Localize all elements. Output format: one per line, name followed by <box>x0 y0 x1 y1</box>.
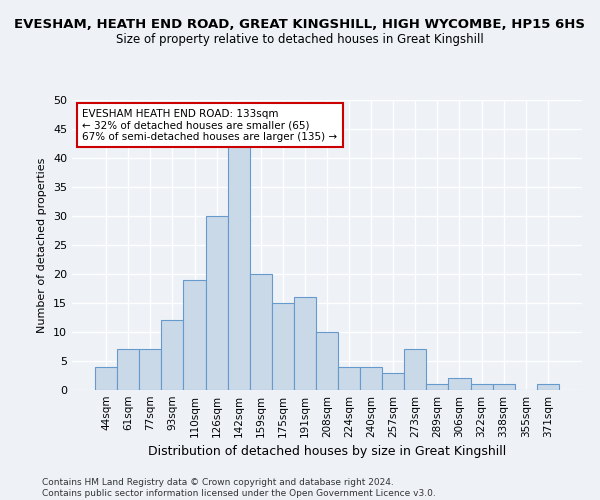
Bar <box>272 303 294 390</box>
Bar <box>139 350 161 390</box>
Bar <box>316 332 338 390</box>
Text: EVESHAM HEATH END ROAD: 133sqm
← 32% of detached houses are smaller (65)
67% of : EVESHAM HEATH END ROAD: 133sqm ← 32% of … <box>82 108 337 142</box>
Y-axis label: Number of detached properties: Number of detached properties <box>37 158 47 332</box>
Bar <box>493 384 515 390</box>
Bar <box>294 297 316 390</box>
Bar <box>382 372 404 390</box>
Bar <box>448 378 470 390</box>
X-axis label: Distribution of detached houses by size in Great Kingshill: Distribution of detached houses by size … <box>148 446 506 458</box>
Bar <box>470 384 493 390</box>
Bar <box>161 320 184 390</box>
Bar <box>117 350 139 390</box>
Text: EVESHAM, HEATH END ROAD, GREAT KINGSHILL, HIGH WYCOMBE, HP15 6HS: EVESHAM, HEATH END ROAD, GREAT KINGSHILL… <box>14 18 586 30</box>
Bar <box>360 367 382 390</box>
Text: Size of property relative to detached houses in Great Kingshill: Size of property relative to detached ho… <box>116 32 484 46</box>
Bar <box>95 367 117 390</box>
Bar <box>184 280 206 390</box>
Bar <box>206 216 227 390</box>
Bar <box>338 367 360 390</box>
Bar <box>227 146 250 390</box>
Bar <box>404 350 427 390</box>
Bar <box>250 274 272 390</box>
Text: Contains HM Land Registry data © Crown copyright and database right 2024.
Contai: Contains HM Land Registry data © Crown c… <box>42 478 436 498</box>
Bar <box>537 384 559 390</box>
Bar <box>427 384 448 390</box>
